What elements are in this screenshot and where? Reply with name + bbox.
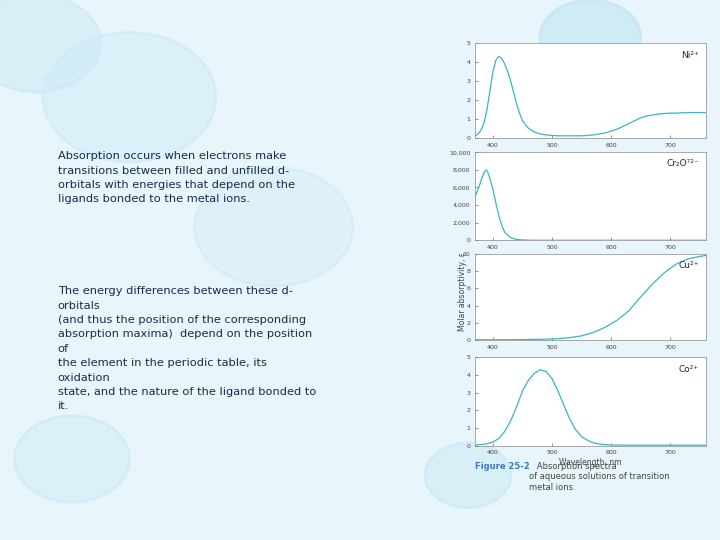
Text: Absorption occurs when electrons make
transitions between filled and unfilled d-: Absorption occurs when electrons make tr…	[58, 151, 294, 205]
Text: Figure 25-2: Figure 25-2	[475, 462, 530, 471]
Circle shape	[598, 259, 698, 335]
Circle shape	[43, 32, 216, 162]
Text: Cr₂O⁷²⁻: Cr₂O⁷²⁻	[666, 159, 698, 168]
Circle shape	[0, 0, 101, 92]
Text: Cu²⁺: Cu²⁺	[678, 261, 698, 269]
Circle shape	[425, 443, 511, 508]
Circle shape	[540, 0, 641, 76]
Circle shape	[634, 70, 706, 124]
Text: Molar absorptivity, ε: Molar absorptivity, ε	[458, 252, 467, 331]
Text: Ni²⁺: Ni²⁺	[681, 51, 698, 60]
X-axis label: Wavelength, nm: Wavelength, nm	[559, 458, 621, 467]
Text: Absorption spectra
of aqueous solutions of transition
metal ions.: Absorption spectra of aqueous solutions …	[529, 462, 670, 491]
Text: Co²⁺: Co²⁺	[678, 364, 698, 374]
Circle shape	[14, 416, 130, 502]
Circle shape	[194, 167, 353, 286]
Text: The energy differences between these d-
orbitals
(and thus the position of the c: The energy differences between these d- …	[58, 286, 316, 411]
